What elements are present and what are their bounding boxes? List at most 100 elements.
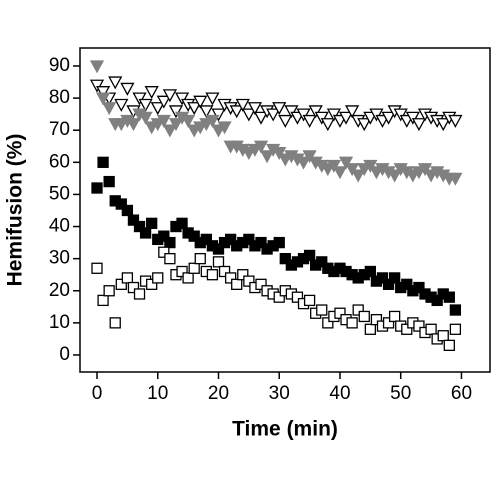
point [401,323,413,335]
point [247,102,263,116]
point [168,118,184,132]
point [97,294,109,307]
point [150,102,165,116]
point [138,111,153,125]
point [176,265,188,278]
plot-frame [79,47,491,373]
point [212,243,225,255]
point [211,108,226,122]
point [316,304,328,316]
point [302,150,317,164]
y-tick-label: 90 [49,55,70,76]
point [138,98,153,112]
point [126,118,141,132]
point [188,230,200,242]
point [156,95,171,109]
point [255,236,267,249]
point [279,252,291,265]
y-tick-label: 10 [49,312,70,333]
point [205,92,220,106]
point [443,291,455,303]
point [296,156,311,170]
point [156,114,171,128]
point [182,272,194,284]
point [108,76,123,90]
point [253,140,269,154]
point [139,227,152,239]
point [405,111,420,125]
point [121,204,134,217]
point [334,307,346,319]
point [102,102,117,116]
point [95,92,111,106]
point [200,233,212,246]
x-tick-label: 60 [451,383,472,404]
point [259,150,275,164]
point [103,285,115,297]
point [272,102,287,116]
y-tick-label: 70 [49,119,70,140]
y-axis-label: Hemifusion (%) [4,134,27,287]
point [146,217,158,229]
point [181,114,196,128]
point [114,98,129,112]
x-tick-label: 50 [390,383,411,404]
point [326,159,341,173]
y-tick-label: 0 [59,344,70,365]
x-tick-label: 0 [92,383,103,404]
point [168,105,184,119]
y-tick-label: 50 [49,183,70,204]
point [127,214,140,226]
point [387,169,402,183]
point [303,249,316,262]
point [448,114,463,128]
point [253,111,269,125]
point [338,111,354,125]
y-tick-label: 30 [49,248,70,269]
point [164,236,176,249]
point [437,330,449,342]
point [370,314,383,326]
point [133,288,146,300]
point [369,108,384,122]
point [146,278,158,290]
point [326,108,341,122]
point [296,108,311,122]
point [303,294,316,307]
y-tick-label: 60 [49,151,70,172]
point [103,175,115,188]
point [382,317,395,329]
point [351,169,366,183]
point [243,275,255,287]
point [91,182,103,194]
point [449,304,462,316]
point [381,111,396,125]
point [205,114,220,128]
y-tick-label: 80 [49,87,70,108]
point [243,233,255,246]
point [449,323,462,335]
point [120,82,135,96]
point [320,118,335,132]
point [401,278,413,290]
point [229,105,244,119]
point [425,323,437,335]
point [217,121,232,135]
point [188,262,200,274]
y-tick-label: 40 [49,216,70,237]
point [231,278,243,290]
point [95,86,111,100]
point [393,108,408,122]
point [308,105,323,119]
point [89,60,105,74]
point [322,317,334,329]
point [193,95,208,109]
point [382,278,395,290]
point [218,265,231,278]
point [91,262,103,274]
point [273,236,285,249]
point [436,118,451,132]
point [413,320,425,332]
point [345,163,360,177]
point [152,272,164,284]
